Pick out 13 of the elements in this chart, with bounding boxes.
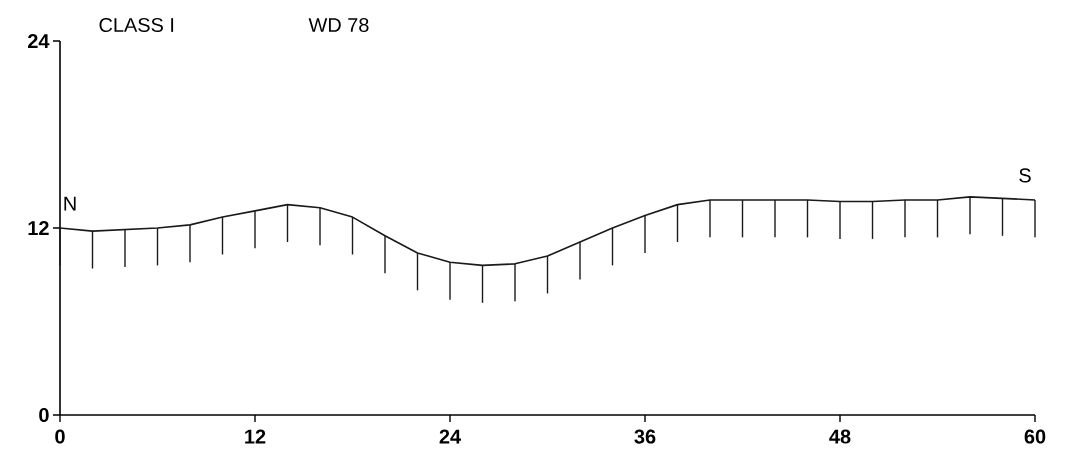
annotation: N bbox=[64, 196, 76, 211]
x-tick-label: 12 bbox=[245, 429, 266, 444]
x-tick-label: 60 bbox=[1024, 429, 1046, 444]
annotation: S bbox=[1019, 168, 1031, 183]
y-tick-label: 12 bbox=[28, 221, 49, 235]
x-tick-label: 0 bbox=[55, 429, 65, 444]
x-tick-label: 36 bbox=[634, 429, 656, 444]
x-tick-label: 48 bbox=[829, 429, 851, 444]
y-tick-label: 0 bbox=[39, 407, 49, 423]
chart-title: CLASS I bbox=[99, 17, 174, 33]
x-tick-label: 24 bbox=[439, 429, 461, 444]
chart-subtitle: WD 78 bbox=[308, 17, 369, 33]
y-tick-label: 24 bbox=[28, 34, 50, 48]
